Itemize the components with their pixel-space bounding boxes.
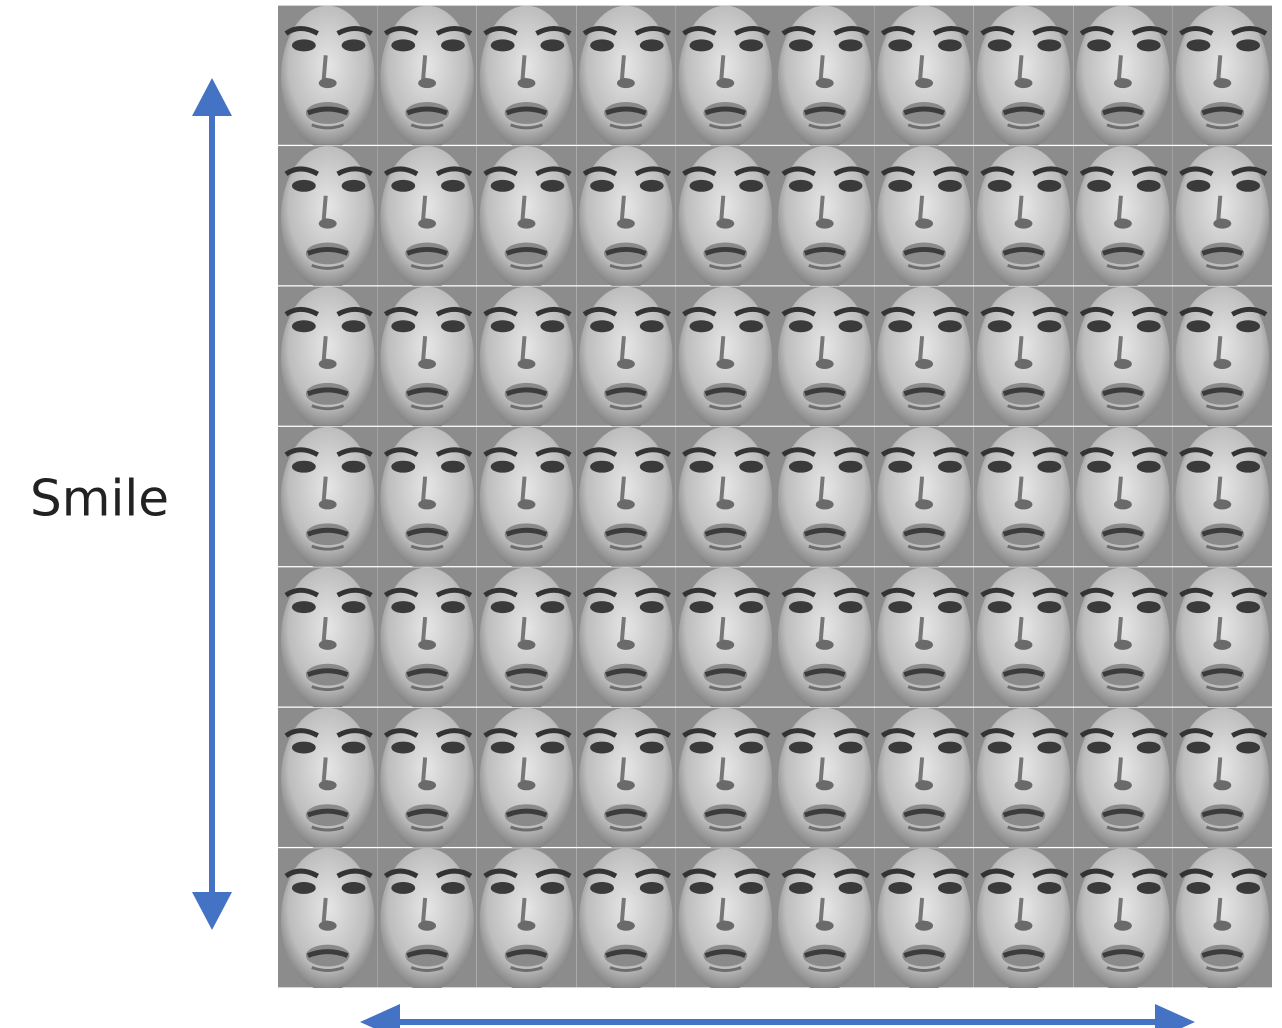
face-image: [974, 427, 1073, 570]
face-image: [676, 146, 775, 289]
face-image: [1073, 848, 1172, 991]
face-image: [1073, 708, 1172, 851]
face-image: [874, 6, 973, 149]
face-image: [775, 286, 874, 429]
face-image: [576, 286, 675, 429]
face-image: [775, 708, 874, 851]
face-image: [874, 146, 973, 289]
face-image: [1073, 146, 1172, 289]
face-image: [676, 6, 775, 149]
face-image: [974, 708, 1073, 851]
horizontal-arrow: [360, 1004, 1195, 1028]
face-image: [676, 427, 775, 570]
face-image: [377, 567, 476, 710]
face-image: [1073, 427, 1172, 570]
face-image: [676, 708, 775, 851]
arrow-head: [1155, 1004, 1195, 1028]
face-image: [1073, 286, 1172, 429]
face-image: [974, 848, 1073, 991]
face-image: [278, 708, 377, 851]
face-image: [377, 848, 476, 991]
face-image: [775, 567, 874, 710]
face-image: [874, 286, 973, 429]
face-image: [477, 567, 576, 710]
face-image: [278, 427, 377, 570]
face-image: [775, 848, 874, 991]
face-image: [377, 6, 476, 149]
arrow-head: [192, 78, 232, 116]
face-image: [874, 708, 973, 851]
face-image: [1173, 286, 1272, 429]
face-image: [576, 427, 675, 570]
face-image: [874, 567, 973, 710]
face-image: [676, 848, 775, 991]
face-image: [1173, 567, 1272, 710]
face-image: [1073, 567, 1172, 710]
face-image: [1173, 6, 1272, 149]
face-image: [377, 708, 476, 851]
face-image: [1173, 427, 1272, 570]
face-image: [477, 848, 576, 991]
face-image: [576, 146, 675, 289]
face-image: [477, 427, 576, 570]
face-image: [874, 848, 973, 991]
face-image: [775, 146, 874, 289]
face-image: [377, 427, 476, 570]
face-image: [974, 6, 1073, 149]
face-grid: [278, 6, 1272, 992]
face-image: [477, 146, 576, 289]
face-image: [576, 567, 675, 710]
face-image: [377, 146, 476, 289]
face-image: [477, 286, 576, 429]
face-image: [377, 286, 476, 429]
face-image: [874, 427, 973, 570]
face-image: [278, 286, 377, 429]
face-image: [576, 6, 675, 149]
face-image: [974, 286, 1073, 429]
face-image: [477, 708, 576, 851]
face-image: [278, 146, 377, 289]
face-image: [1073, 6, 1172, 149]
face-image: [1173, 848, 1272, 991]
arrow-head: [360, 1004, 400, 1028]
face-image: [676, 286, 775, 429]
vertical-arrow: [192, 78, 232, 930]
face-image: [775, 6, 874, 149]
face-image: [278, 6, 377, 149]
face-image: [974, 146, 1073, 289]
face-image: [278, 848, 377, 991]
face-image: [775, 427, 874, 570]
face-image: [974, 567, 1073, 710]
face-image: [576, 848, 675, 991]
face-image: [676, 567, 775, 710]
face-image: [576, 708, 675, 851]
face-image: [477, 6, 576, 149]
arrow-head: [192, 892, 232, 930]
axis-label: Smile: [30, 470, 169, 528]
face-image: [1173, 708, 1272, 851]
face-image: [1173, 146, 1272, 289]
face-image: [278, 567, 377, 710]
